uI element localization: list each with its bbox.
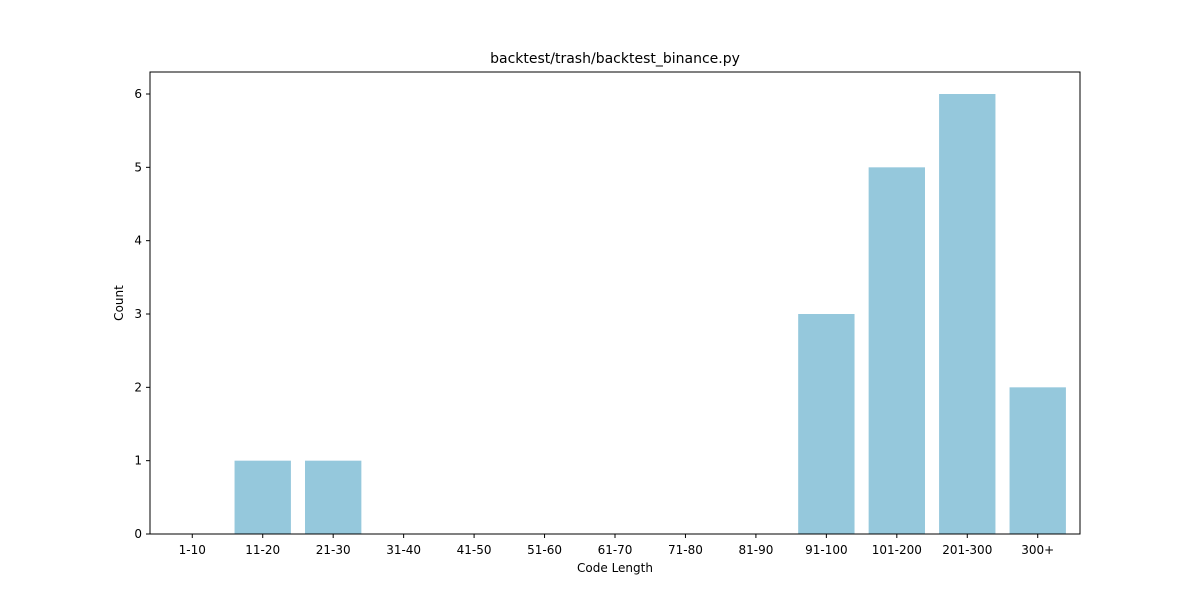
plot-frame: [149, 71, 1081, 535]
x-tick-label: 101-200: [872, 543, 922, 557]
bar-101-200: [868, 167, 925, 534]
bar-91-100: [798, 314, 855, 534]
x-tick-label: 51-60: [527, 543, 562, 557]
y-axis-label: Count: [112, 285, 126, 321]
x-tick-label: 61-70: [598, 543, 633, 557]
y-tick-label: 5: [134, 160, 142, 174]
y-tick-label: 2: [134, 380, 142, 394]
y-tick-label: 4: [134, 234, 142, 248]
x-axis-ticks: 1-10 11-20 21-30 31-40 41-50 51-60 61-70 71-80 8…: [179, 534, 1054, 557]
bars-layer: [234, 94, 1066, 534]
x-tick-label: 41-50: [457, 543, 492, 557]
bar-11-20: [234, 460, 291, 534]
y-tick-label: 0: [134, 527, 142, 541]
x-tick-label: 71-80: [668, 543, 703, 557]
y-tick-label: 1: [134, 454, 142, 468]
bar-201-300: [939, 94, 996, 534]
chart-title: backtest/trash/backtest_binance.py: [490, 51, 740, 67]
x-tick-label: 300+: [1021, 543, 1054, 557]
x-tick-label: 31-40: [386, 543, 421, 557]
x-tick-label: 201-300: [942, 543, 992, 557]
x-tick-label: 1-10: [179, 543, 206, 557]
x-tick-label: 11-20: [245, 543, 280, 557]
x-tick-label: 21-30: [316, 543, 351, 557]
y-axis-ticks: 0 1 2 3 4 5 6: [134, 87, 150, 541]
bar-21-30: [305, 460, 362, 534]
x-tick-label: 81-90: [738, 543, 773, 557]
bar-300+: [1009, 387, 1066, 534]
y-tick-label: 3: [134, 307, 142, 321]
y-tick-label: 6: [134, 87, 142, 101]
x-axis-label: Code Length: [577, 561, 653, 575]
x-tick-label: 91-100: [805, 543, 848, 557]
